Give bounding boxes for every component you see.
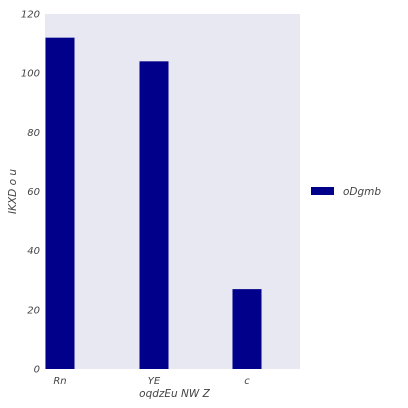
bar-c xyxy=(232,289,262,369)
y-axis-label: IKXD o u xyxy=(7,169,19,214)
legend-swatch xyxy=(311,187,334,195)
y-tick-label: 40 xyxy=(27,246,40,257)
x-tick-label: Rn xyxy=(53,376,66,387)
legend: oDgmb xyxy=(311,186,381,198)
plot-area xyxy=(45,14,300,369)
x-tick-label: YE xyxy=(148,376,161,387)
x-axis-label: oqdzEu NW Z xyxy=(139,388,210,400)
y-tick-label: 20 xyxy=(27,305,40,316)
y-tick-label: 0 xyxy=(34,365,40,376)
bar-Rn xyxy=(45,37,75,370)
y-axis-ticks: 0 20 40 60 80 100 120 xyxy=(21,10,40,376)
bars-group xyxy=(45,37,262,370)
y-tick-label: 60 xyxy=(27,187,40,198)
x-tick-label: c xyxy=(244,376,250,387)
x-axis-ticks: Rn YE c xyxy=(53,376,250,387)
bar-YE xyxy=(139,61,169,369)
y-tick-label: 120 xyxy=(21,10,40,21)
legend-label: oDgmb xyxy=(343,186,381,198)
y-tick-label: 80 xyxy=(27,128,40,139)
y-tick-label: 100 xyxy=(21,69,40,80)
